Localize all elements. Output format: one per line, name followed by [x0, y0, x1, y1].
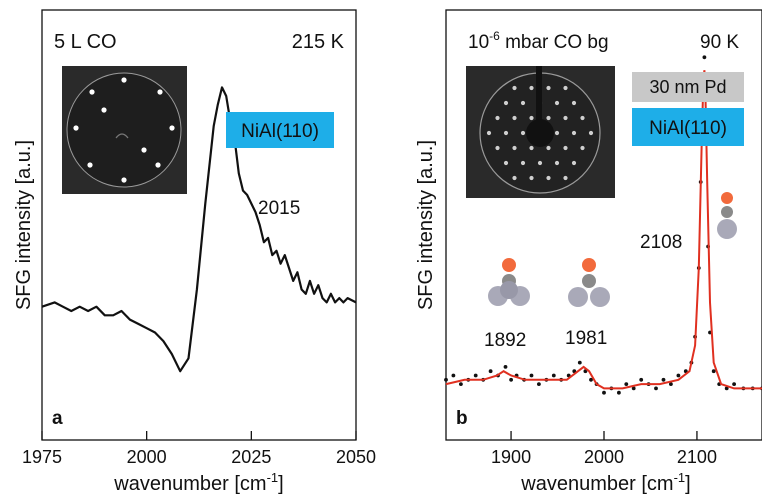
data-point [551, 373, 556, 378]
panel-a-y-axis-label: SFG intensity [a.u.] [13, 140, 35, 310]
data-point [444, 377, 448, 382]
panel-b-x-axis-label: wavenumber [cm-1] [520, 470, 690, 495]
data-point [654, 386, 658, 391]
x-tick-label: 2050 [336, 447, 376, 467]
panel-a-leed-image [62, 66, 187, 194]
panel-a-x-axis-label: wavenumber [cm-1] [113, 470, 283, 495]
data-point [459, 382, 463, 386]
panel-b-peak-label-1892: 1892 [484, 330, 526, 351]
panel-b-x-ticks: 1900 2000 2100 [491, 431, 717, 467]
panel-a-temperature: 215 K [292, 31, 345, 53]
panel-a-frame [41, 9, 357, 441]
panel-b-leed-image [466, 66, 615, 198]
data-point [577, 360, 582, 365]
panel-a-panel-letter: a [52, 408, 63, 429]
x-tick-label: 1900 [491, 447, 531, 467]
panel-a-condition: 5 L CO [54, 31, 117, 53]
panel-b-film-label: 30 nm Pd [649, 77, 726, 97]
data-point [702, 55, 707, 60]
panel-b-y-axis-label: SFG intensity [a.u.] [415, 140, 437, 310]
panel-a-x-ticks: 1975 2000 2025 2050 [22, 431, 376, 467]
panel-a-peak-label: 2015 [258, 198, 300, 219]
panel-a: 1975 2000 2025 2050 5 L CO 215 K NiAl(110) … [13, 9, 376, 495]
data-point [639, 377, 644, 382]
x-tick-label: 1975 [22, 447, 62, 467]
panel-b-peak-label-1981: 1981 [565, 328, 607, 349]
data-point [503, 365, 508, 369]
x-tick-label: 2000 [584, 447, 624, 467]
co-threefold-site-icon [488, 258, 530, 306]
panel-b-peak-label-2108: 2108 [640, 232, 682, 253]
panel-b-film-box [632, 72, 744, 102]
data-point [624, 382, 629, 386]
panel-b-substrate-box [632, 108, 744, 146]
data-point [631, 386, 636, 391]
data-point [509, 377, 513, 382]
data-point [669, 382, 673, 386]
panel-b: 1900 2000 2100 10-6 mbar CO bg 90 K 30 nm … [415, 9, 762, 495]
x-tick-label: 2100 [677, 447, 717, 467]
data-point [537, 382, 541, 386]
data-point [711, 369, 716, 374]
data-point [451, 373, 456, 378]
data-point [473, 373, 478, 378]
data-point [589, 377, 593, 382]
co-ontop-site-icon [717, 192, 737, 239]
panel-b-temperature: 90 K [700, 32, 739, 53]
panel-a-substrate-label: NiAl(110) [241, 121, 319, 142]
data-point [676, 373, 681, 378]
panel-a-spectrum-line [41, 86, 357, 373]
data-point [661, 377, 666, 382]
panel-b-condition: 10-6 mbar CO bg [468, 29, 609, 53]
panel-b-fit-line [445, 70, 762, 390]
x-tick-label: 2000 [127, 447, 167, 467]
data-point [529, 373, 534, 378]
co-bridge-site-icon [568, 258, 610, 307]
panel-b-panel-letter: b [456, 408, 468, 429]
data-point [732, 382, 736, 386]
data-point [488, 369, 493, 374]
data-point [724, 386, 729, 391]
panel-b-substrate-label: NiAl(110) [649, 118, 727, 139]
data-point [602, 390, 606, 395]
panel-a-substrate-box [226, 112, 334, 148]
x-tick-label: 2025 [231, 447, 271, 467]
data-point [617, 390, 621, 395]
